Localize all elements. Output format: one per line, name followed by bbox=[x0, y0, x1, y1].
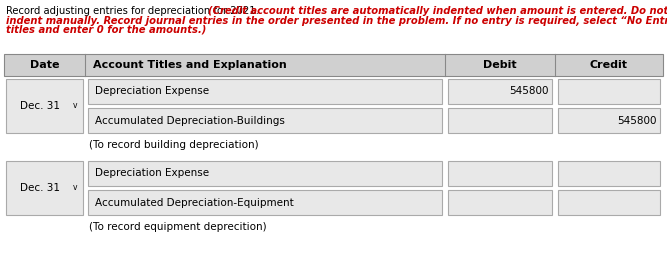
Text: Account Titles and Explanation: Account Titles and Explanation bbox=[93, 60, 287, 70]
Text: (To record building depreciation): (To record building depreciation) bbox=[89, 140, 259, 150]
FancyBboxPatch shape bbox=[6, 161, 83, 215]
Text: (To record equipment deprecition): (To record equipment deprecition) bbox=[89, 222, 267, 232]
FancyBboxPatch shape bbox=[448, 79, 552, 104]
FancyBboxPatch shape bbox=[558, 108, 660, 133]
Text: 545800: 545800 bbox=[618, 116, 657, 125]
Text: Depreciation Expense: Depreciation Expense bbox=[95, 168, 209, 178]
FancyBboxPatch shape bbox=[4, 54, 663, 76]
FancyBboxPatch shape bbox=[448, 161, 552, 186]
Text: indent manually. Record journal entries in the order presented in the problem. I: indent manually. Record journal entries … bbox=[6, 16, 667, 26]
Text: 545800: 545800 bbox=[510, 87, 549, 97]
FancyBboxPatch shape bbox=[558, 79, 660, 104]
FancyBboxPatch shape bbox=[6, 79, 83, 133]
Text: Credit: Credit bbox=[590, 60, 628, 70]
Text: Dec. 31: Dec. 31 bbox=[21, 183, 61, 193]
Text: Record adjusting entries for depreciation for 2021.: Record adjusting entries for depreciatio… bbox=[6, 6, 262, 16]
Text: Accumulated Depreciation-Buildings: Accumulated Depreciation-Buildings bbox=[95, 116, 285, 125]
FancyBboxPatch shape bbox=[558, 190, 660, 215]
Text: Date: Date bbox=[30, 60, 59, 70]
Text: Dec. 31: Dec. 31 bbox=[21, 101, 61, 111]
Text: titles and enter 0 for the amounts.): titles and enter 0 for the amounts.) bbox=[6, 25, 206, 35]
FancyBboxPatch shape bbox=[88, 190, 442, 215]
FancyBboxPatch shape bbox=[448, 108, 552, 133]
FancyBboxPatch shape bbox=[558, 161, 660, 186]
FancyBboxPatch shape bbox=[448, 190, 552, 215]
Text: v: v bbox=[73, 101, 77, 111]
Text: v: v bbox=[73, 183, 77, 192]
Text: (Credit account titles are automatically indented when amount is entered. Do not: (Credit account titles are automatically… bbox=[207, 6, 667, 16]
FancyBboxPatch shape bbox=[88, 108, 442, 133]
FancyBboxPatch shape bbox=[88, 161, 442, 186]
Text: Debit: Debit bbox=[483, 60, 517, 70]
Text: Accumulated Depreciation-Equipment: Accumulated Depreciation-Equipment bbox=[95, 197, 293, 208]
Text: Depreciation Expense: Depreciation Expense bbox=[95, 87, 209, 97]
FancyBboxPatch shape bbox=[88, 79, 442, 104]
